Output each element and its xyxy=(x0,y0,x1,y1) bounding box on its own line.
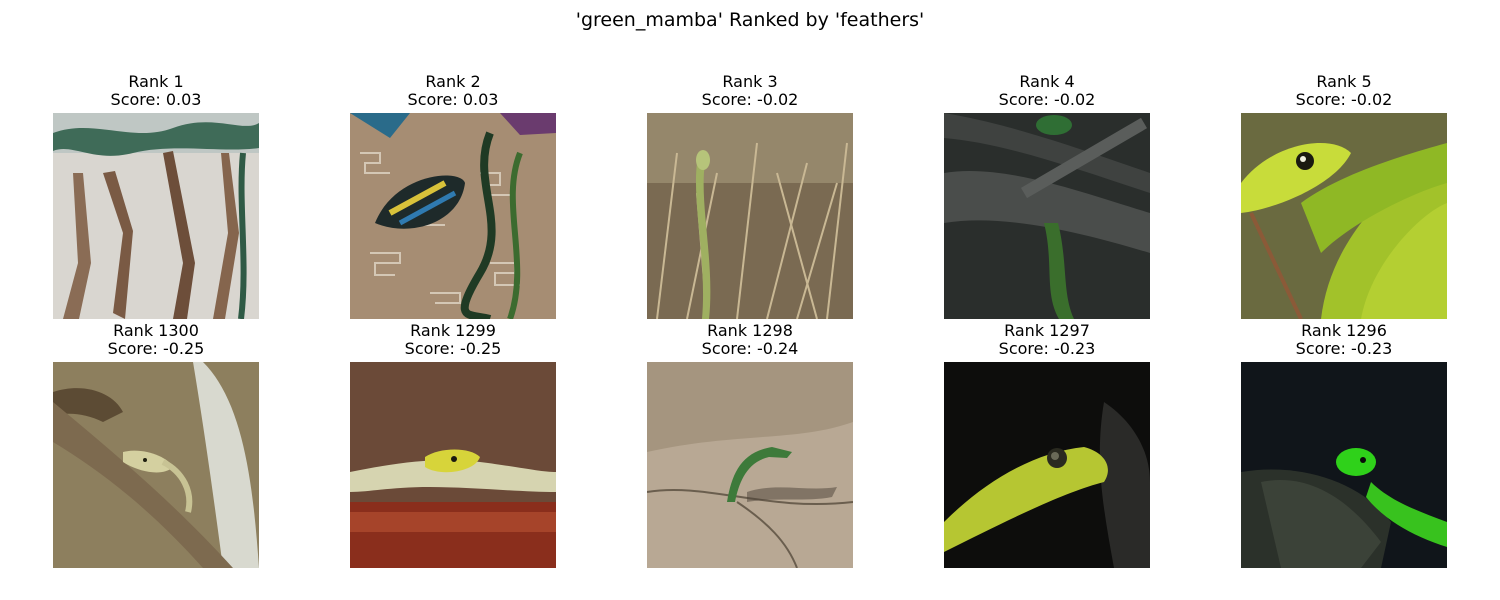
score-label: Score: 0.03 xyxy=(407,90,499,109)
score-label: Score: -0.23 xyxy=(1295,339,1393,358)
image-panel-rank-1296 xyxy=(1241,362,1447,568)
score-label: Score: -0.02 xyxy=(701,90,799,109)
rank-label: Rank 2 xyxy=(425,72,481,91)
image-panel-rank-1297 xyxy=(944,362,1150,568)
image-panel-rank-4 xyxy=(944,113,1150,319)
image-panel-rank-1299 xyxy=(350,362,556,568)
panel-caption: Rank 3 Score: -0.02 xyxy=(647,73,853,109)
score-label: Score: -0.24 xyxy=(701,339,799,358)
panel-caption: Rank 5 Score: -0.02 xyxy=(1241,73,1447,109)
rank-label: Rank 4 xyxy=(1019,72,1075,91)
thumbnail-image xyxy=(1241,113,1447,319)
rank-label: Rank 1299 xyxy=(410,321,496,340)
thumbnail-image xyxy=(53,113,259,319)
rank-label: Rank 1298 xyxy=(707,321,793,340)
image-panel-rank-1 xyxy=(53,113,259,319)
rank-label: Rank 1296 xyxy=(1301,321,1387,340)
panel-caption: Rank 1297 Score: -0.23 xyxy=(944,322,1150,358)
rank-label: Rank 1297 xyxy=(1004,321,1090,340)
rank-label: Rank 1300 xyxy=(113,321,199,340)
image-panel-rank-5 xyxy=(1241,113,1447,319)
image-panel-rank-1300 xyxy=(53,362,259,568)
thumbnail-image xyxy=(647,113,853,319)
panel-caption: Rank 1300 Score: -0.25 xyxy=(53,322,259,358)
rank-label: Rank 3 xyxy=(722,72,778,91)
panel-caption: Rank 1 Score: 0.03 xyxy=(53,73,259,109)
rank-label: Rank 5 xyxy=(1316,72,1372,91)
thumbnail-image xyxy=(350,113,556,319)
rank-label: Rank 1 xyxy=(128,72,184,91)
score-label: Score: -0.23 xyxy=(998,339,1096,358)
image-panel-rank-2 xyxy=(350,113,556,319)
thumbnail-image xyxy=(647,362,853,568)
panel-caption: Rank 2 Score: 0.03 xyxy=(350,73,556,109)
thumbnail-image xyxy=(944,362,1150,568)
image-panel-rank-3 xyxy=(647,113,853,319)
thumbnail-image xyxy=(53,362,259,568)
score-label: Score: -0.25 xyxy=(404,339,502,358)
thumbnail-image xyxy=(350,362,556,568)
score-label: Score: 0.03 xyxy=(110,90,202,109)
panel-caption: Rank 1296 Score: -0.23 xyxy=(1241,322,1447,358)
thumbnail-image xyxy=(1241,362,1447,568)
panel-caption: Rank 1298 Score: -0.24 xyxy=(647,322,853,358)
score-label: Score: -0.02 xyxy=(1295,90,1393,109)
score-label: Score: -0.25 xyxy=(107,339,205,358)
panel-caption: Rank 1299 Score: -0.25 xyxy=(350,322,556,358)
score-label: Score: -0.02 xyxy=(998,90,1096,109)
thumbnail-image xyxy=(944,113,1150,319)
panel-caption: Rank 4 Score: -0.02 xyxy=(944,73,1150,109)
image-panel-rank-1298 xyxy=(647,362,853,568)
figure-title: 'green_mamba' Ranked by 'feathers' xyxy=(575,9,925,31)
